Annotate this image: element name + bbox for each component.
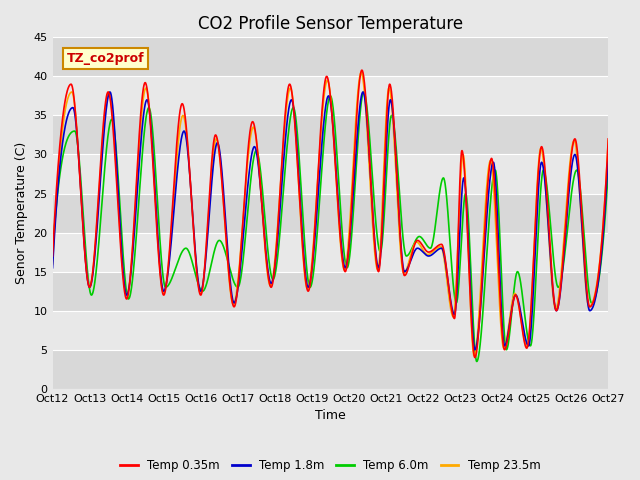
Bar (52, 233, 608, 272)
Bar (52, 350, 608, 389)
Bar (52, 272, 608, 311)
Bar (52, 37, 608, 76)
Bar (52, 76, 608, 115)
Title: CO2 Profile Sensor Temperature: CO2 Profile Sensor Temperature (198, 15, 463, 33)
Legend: Temp 0.35m, Temp 1.8m, Temp 6.0m, Temp 23.5m: Temp 0.35m, Temp 1.8m, Temp 6.0m, Temp 2… (116, 455, 545, 477)
Bar (52, 155, 608, 193)
Text: TZ_co2prof: TZ_co2prof (67, 52, 144, 65)
Bar (52, 193, 608, 233)
Bar (52, 115, 608, 155)
Y-axis label: Senor Temperature (C): Senor Temperature (C) (15, 142, 28, 284)
X-axis label: Time: Time (315, 409, 346, 422)
Bar (52, 311, 608, 350)
